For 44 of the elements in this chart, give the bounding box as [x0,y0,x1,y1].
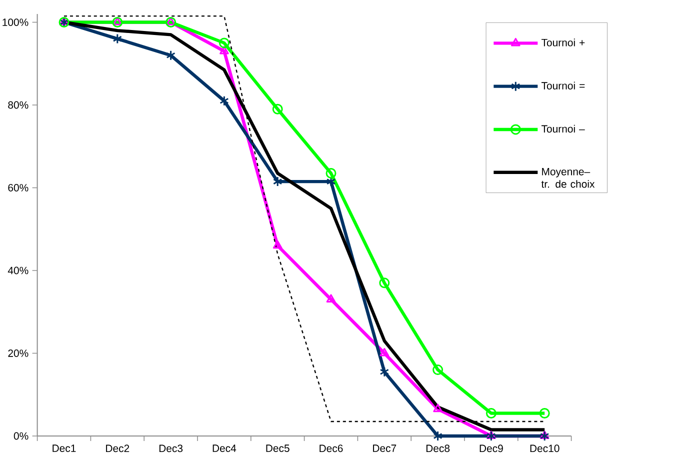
point [379,278,390,288]
y-tick-label: 40% [8,266,28,274]
point [432,364,444,376]
x-tick-label: Dec9 [480,444,503,452]
point [272,240,282,249]
y-tick-label: 100% [2,18,28,26]
x-tick-label: Dec1 [52,444,76,452]
y-tick-label: 0% [14,432,28,440]
x-tick-label: Dec3 [159,444,183,452]
point [326,168,336,179]
point [380,348,390,356]
point [539,408,550,418]
x-tick-label: Dec8 [426,444,450,452]
point [272,176,282,187]
point [540,430,550,442]
legend-label: Moyenne– tr. de choix [541,168,595,188]
point [380,366,390,378]
point [220,96,229,106]
point [326,294,336,302]
point [166,17,176,28]
x-tick-label: Dec2 [106,444,130,452]
point [272,104,283,114]
y-tick-label: 20% [8,350,28,357]
point [112,17,123,28]
point [433,404,442,412]
point [218,38,230,48]
x-tick-label: Dec6 [320,444,343,452]
point [486,430,496,439]
x-tick-label: Dec5 [266,444,290,452]
y-tick-label: 80% [8,101,28,109]
point [433,430,442,442]
point [540,430,550,439]
point [220,46,229,54]
y-tick-label: 60% [8,184,28,192]
x-tick-label: Dec10 [530,444,560,452]
legend-label: Tournoi = [541,82,585,90]
legend-label: Tournoi – [541,124,585,133]
point [112,34,122,44]
x-tick-label: Dec7 [373,444,396,452]
point [486,408,496,418]
x-tick-label: Dec4 [212,444,236,452]
point [486,430,496,442]
legend-label: Tournoi + [541,38,585,46]
point [166,50,176,61]
